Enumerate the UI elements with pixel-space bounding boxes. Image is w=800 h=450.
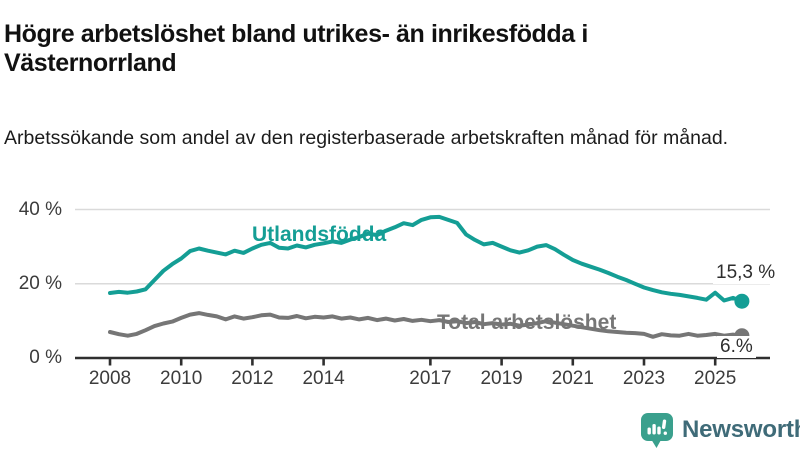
x-axis-tick-label: 2023 xyxy=(622,368,666,389)
x-axis-tick-label: 2019 xyxy=(480,368,523,389)
y-axis-tick-label: 20 % xyxy=(18,272,62,294)
page-title: Högre arbetslöshet bland utrikes- än inr… xyxy=(4,19,588,77)
newsworthy-logo: Newsworthy xyxy=(639,411,800,449)
chart-subtitle: Arbetssökande som andel av den registerb… xyxy=(4,126,729,149)
x-axis-tick-label: 2021 xyxy=(551,368,594,389)
brand-name: Newsworthy xyxy=(682,416,800,443)
y-axis-tick-label: 40 % xyxy=(18,198,62,220)
series-label-utlandsfodda: Utlandsfödda xyxy=(252,223,387,246)
y-axis-tick-label: 0 % xyxy=(29,347,62,368)
end-value-label-total: 6.% xyxy=(717,336,756,358)
x-axis-tick-label: 2025 xyxy=(694,368,737,389)
x-axis-tick-label: 2014 xyxy=(302,368,345,389)
x-axis-tick-label: 2010 xyxy=(160,368,203,389)
end-value-label-utlandsfodda: 15,3 % xyxy=(713,262,779,284)
series-end-dot xyxy=(734,293,750,309)
series-label-total-arbetsloshet: Total arbetslöshet xyxy=(437,311,617,334)
x-axis-tick-label: 2012 xyxy=(231,368,274,389)
x-axis-tick-label: 2017 xyxy=(409,368,452,389)
x-axis-tick-label: 2008 xyxy=(88,368,132,389)
newsworthy-chart-bubble-icon xyxy=(641,413,673,448)
